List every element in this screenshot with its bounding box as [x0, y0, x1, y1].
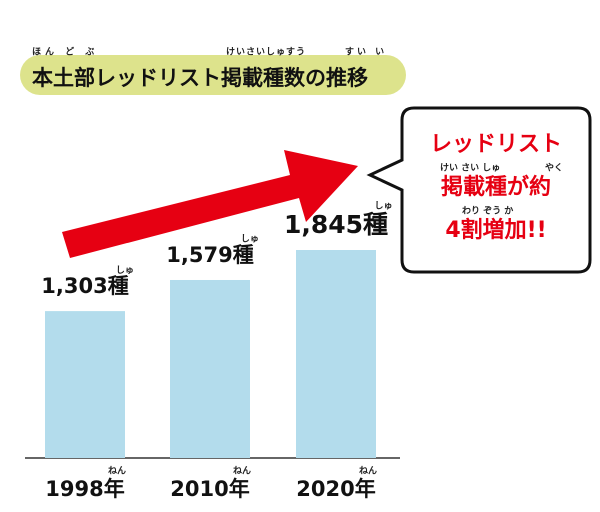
callout-text: レッドリスト: [430, 132, 562, 157]
callout-ruby: けい さい しゅ: [440, 163, 500, 174]
x-tick-ruby: ねん: [233, 466, 251, 477]
trend-arrow: [62, 150, 358, 258]
title-ruby: ほん ど ぶ: [32, 46, 98, 58]
value-label-ruby: しゅ: [241, 234, 259, 245]
x-tick-ruby: ねん: [108, 466, 126, 477]
value-label: 1,845種: [284, 210, 388, 239]
bar: [45, 311, 125, 458]
x-tick-label: 2020年: [296, 477, 375, 501]
callout-text: 掲載種が約: [441, 174, 551, 200]
value-label: 1,303種: [41, 274, 128, 298]
title-ruby: けいさいしゅすう: [226, 47, 306, 58]
value-label: 1,579種: [166, 243, 253, 267]
bar: [170, 279, 250, 458]
callout-ruby: やく: [545, 163, 563, 174]
x-tick-ruby: ねん: [359, 466, 377, 477]
bar: [296, 250, 376, 458]
value-label-ruby: しゅ: [116, 265, 134, 276]
chart-title: 本土部レッドリスト掲載種数の推移: [32, 66, 368, 90]
x-tick-label: 1998年: [45, 477, 124, 501]
x-tick-label: 2010年: [170, 477, 249, 501]
callout-text: 4割増加!!: [445, 217, 546, 243]
value-label-ruby: しゅ: [374, 201, 392, 212]
callout-box: [366, 106, 592, 274]
title-background: [20, 55, 406, 95]
title-ruby: すい い: [345, 47, 387, 58]
callout-ruby: わり ぞう か: [462, 206, 513, 217]
